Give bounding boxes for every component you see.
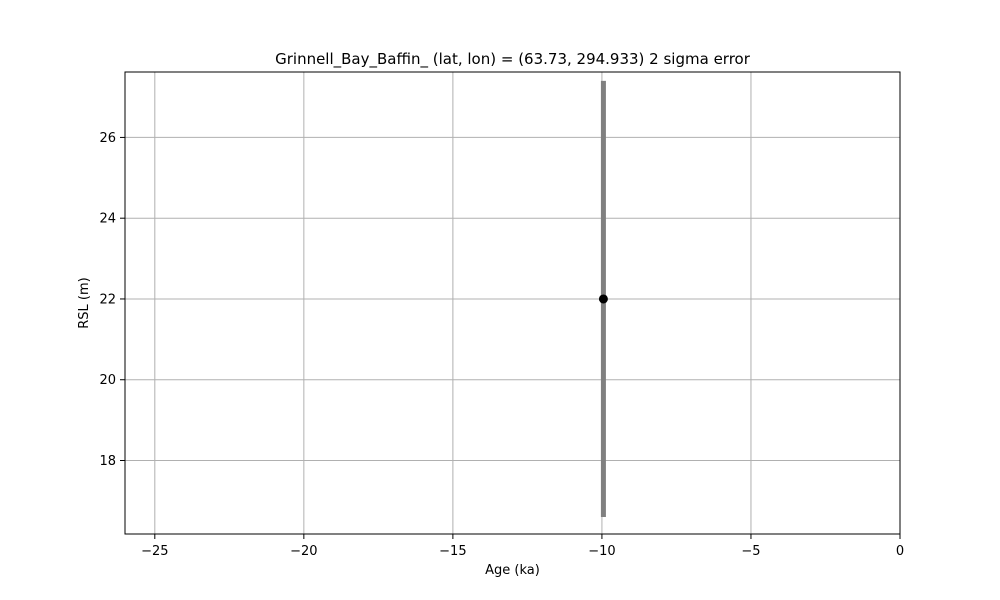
x-tick-label: 0 [896, 544, 904, 559]
x-tick-label: −15 [439, 544, 466, 559]
y-tick-label: 18 [99, 454, 116, 469]
plot-frame [124, 71, 901, 535]
y-axis-label: RSL (m) [77, 277, 92, 328]
grid [125, 72, 901, 534]
y-tick-label: 24 [99, 212, 116, 227]
x-axis-ticks: −25 −20 −15 −10 −5 0 [141, 534, 904, 559]
x-tick-label: −20 [290, 544, 317, 559]
y-tick-label: 20 [99, 373, 116, 388]
x-tick-label: −25 [141, 544, 168, 559]
y-tick-label: 22 [99, 292, 116, 307]
chart-title: Grinnell_Bay_Baffin_ (lat, lon) = (63.73… [275, 50, 751, 69]
x-tick-label: −5 [741, 544, 760, 559]
y-axis-ticks: 18 20 22 24 26 [99, 131, 125, 469]
x-axis-label: Age (ka) [485, 563, 540, 578]
y-tick-label: 26 [99, 131, 116, 146]
data-point [598, 294, 608, 304]
data-marks [598, 80, 608, 518]
x-tick-label: −10 [588, 544, 615, 559]
